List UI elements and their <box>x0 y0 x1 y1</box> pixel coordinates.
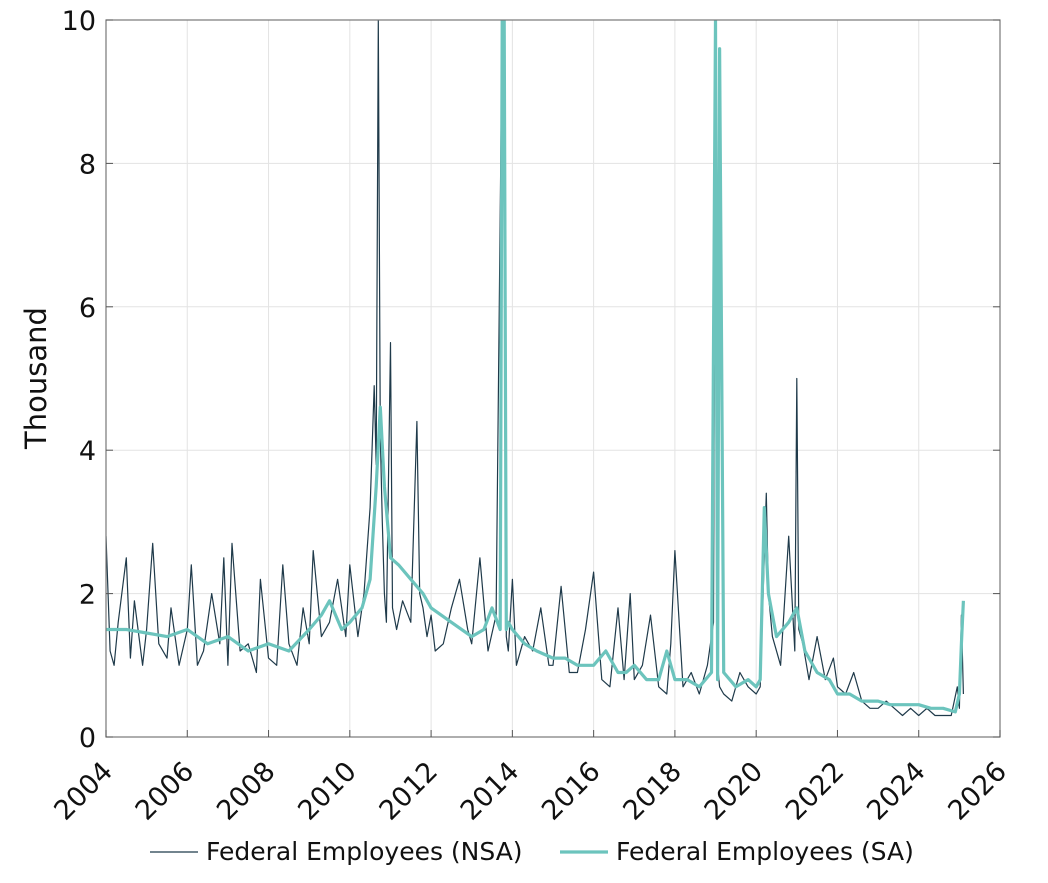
y-axis-ticks: 0 2 4 6 8 10 <box>62 6 1000 754</box>
plot-frame <box>105 19 1001 738</box>
series-group <box>106 20 965 717</box>
y-tick-label: 6 <box>79 293 96 324</box>
series-line-sa <box>106 20 965 714</box>
y-tick-label: 4 <box>79 436 96 467</box>
y-axis-label: Thousand <box>19 307 53 450</box>
y-tick-label: 0 <box>79 723 96 754</box>
legend: Federal Employees (NSA) Federal Employees… <box>150 837 914 866</box>
y-tick-label: 10 <box>62 6 96 37</box>
legend-label: Federal Employees (NSA) <box>206 837 523 866</box>
legend-label: Federal Employees (SA) <box>616 837 914 866</box>
y-tick-label: 8 <box>79 149 96 180</box>
y-tick-label: 2 <box>79 580 96 611</box>
